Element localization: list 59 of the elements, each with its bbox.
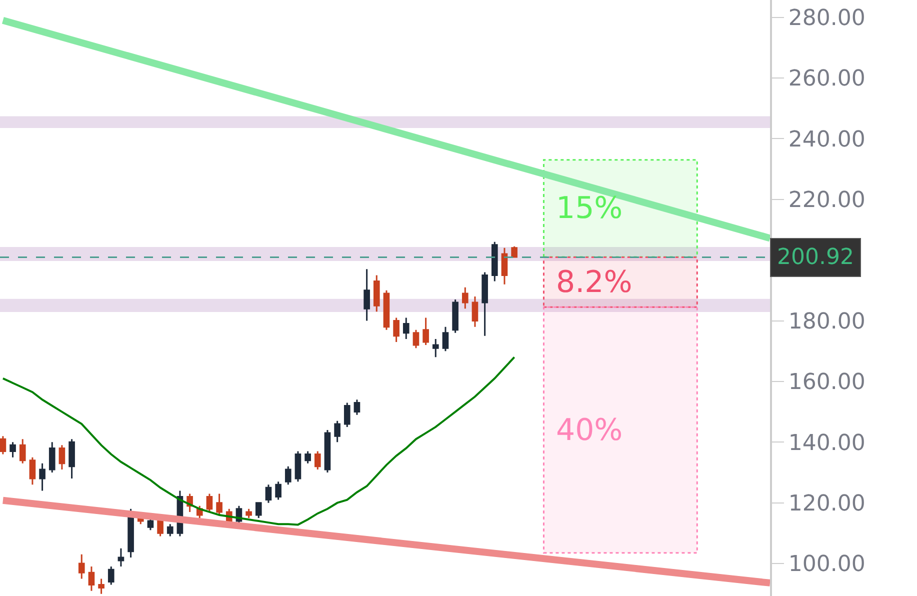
y-tick-label: 260.00 bbox=[788, 66, 866, 92]
candlestick bbox=[324, 429, 331, 474]
candlestick bbox=[452, 298, 458, 334]
candlestick bbox=[166, 523, 174, 537]
line-series bbox=[2, 356, 516, 526]
candlestick bbox=[19, 438, 26, 464]
candlestick bbox=[364, 268, 370, 322]
candlestick bbox=[255, 502, 262, 519]
candlestick bbox=[147, 517, 154, 531]
candlestick bbox=[294, 450, 302, 482]
candlestick bbox=[246, 508, 252, 519]
candlestick bbox=[275, 480, 282, 501]
candlestick bbox=[393, 316, 400, 343]
candlestick bbox=[39, 462, 46, 492]
candlestick bbox=[482, 271, 488, 337]
candlestick bbox=[10, 441, 16, 458]
candlestick bbox=[412, 329, 420, 349]
y-tick-label: 240.00 bbox=[788, 127, 866, 152]
candlestick bbox=[304, 450, 311, 464]
candlestick bbox=[78, 554, 85, 580]
candlestick bbox=[442, 326, 449, 352]
candlestick bbox=[422, 316, 429, 346]
candlestick bbox=[462, 286, 468, 310]
candlestick bbox=[29, 456, 36, 486]
candlestick bbox=[265, 484, 272, 504]
y-tick-label: 160.00 bbox=[788, 370, 866, 396]
candlestick bbox=[354, 398, 360, 416]
candlestick bbox=[88, 566, 95, 592]
candlestick bbox=[383, 290, 390, 331]
y-tick-label: 100.00 bbox=[788, 552, 866, 578]
candlestick bbox=[48, 441, 56, 474]
candlestick bbox=[216, 492, 222, 516]
candlestick bbox=[0, 435, 6, 456]
candlestick bbox=[344, 402, 350, 428]
candlestick bbox=[284, 466, 292, 486]
band-label: 8.2% bbox=[556, 265, 632, 300]
candlestick bbox=[314, 450, 321, 470]
candlestick bbox=[402, 316, 410, 340]
y-tick-label: 180.00 bbox=[788, 309, 866, 334]
candlestick bbox=[108, 566, 114, 586]
candlestick bbox=[491, 241, 498, 282]
candlestick bbox=[511, 246, 518, 258]
band-label: 40% bbox=[556, 413, 623, 448]
candlestick bbox=[206, 492, 213, 513]
candlestick bbox=[334, 420, 340, 443]
ref-line-label: 200.92 bbox=[777, 245, 854, 270]
candlestick bbox=[472, 296, 478, 328]
candlestick bbox=[58, 444, 66, 470]
y-tick-label: 140.00 bbox=[788, 430, 866, 456]
y-tick-label: 120.00 bbox=[788, 492, 866, 517]
y-tick-label: 220.00 bbox=[788, 188, 866, 214]
band-label: 15% bbox=[556, 191, 623, 226]
candlestick bbox=[68, 438, 75, 480]
candlestick bbox=[118, 548, 124, 568]
candlestick bbox=[501, 247, 508, 286]
candlestick bbox=[98, 578, 104, 595]
candlestick bbox=[373, 274, 380, 312]
y-tick-label: 280.00 bbox=[788, 6, 866, 31]
candlestick bbox=[432, 338, 439, 358]
